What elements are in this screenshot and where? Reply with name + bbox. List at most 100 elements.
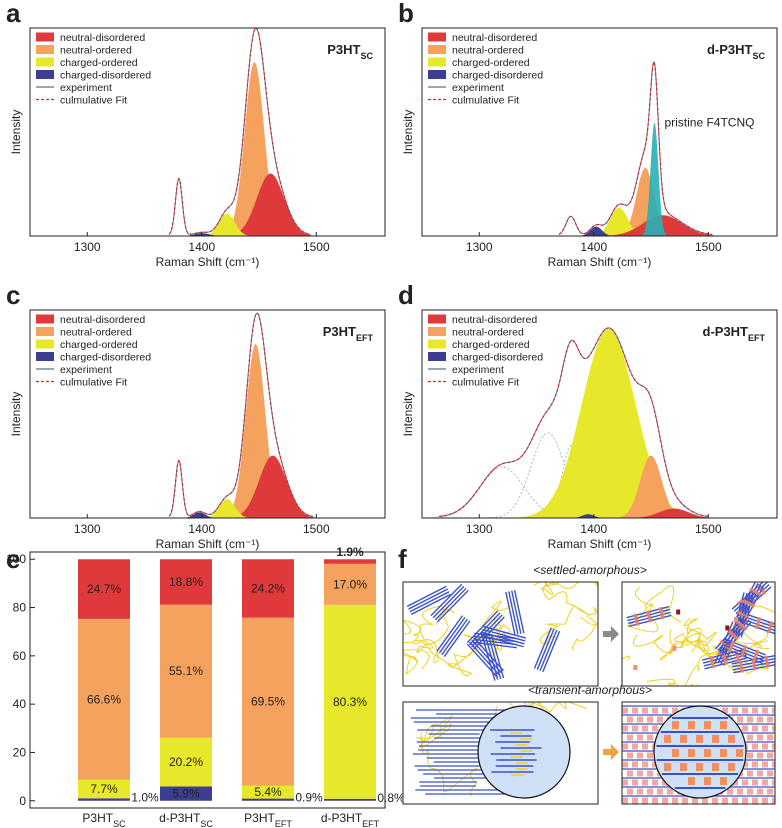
legend-swatch	[428, 57, 446, 67]
plot-frame	[29, 309, 386, 519]
legend-swatch	[36, 32, 54, 42]
value-label: 5.9%	[172, 787, 200, 801]
y-axis-label: Intensity	[9, 392, 23, 437]
dopant	[688, 777, 695, 785]
panel-letter: d	[398, 280, 414, 310]
polymer-chain	[540, 582, 598, 626]
legend-swatch	[36, 327, 54, 336]
dopant	[742, 761, 748, 768]
dopant	[767, 752, 773, 759]
annotation: pristine F4TCNQ	[664, 116, 754, 130]
dopant	[736, 749, 743, 757]
dopant	[704, 777, 711, 785]
legend-swatch	[428, 352, 446, 361]
dopant	[642, 725, 648, 732]
dopant	[632, 725, 638, 732]
bar-segment	[78, 559, 130, 619]
dopant	[688, 749, 695, 757]
crystal-chain	[488, 636, 502, 680]
dopant	[622, 797, 628, 804]
dopant	[747, 716, 753, 723]
legend-label: charged-disordered	[452, 352, 543, 364]
dopant	[742, 707, 748, 714]
value-label: 24.7%	[87, 582, 121, 596]
bar-segment	[324, 798, 376, 801]
legend-label: neutral-disordered	[60, 32, 145, 44]
dopant	[757, 734, 763, 741]
bar-segment	[160, 604, 212, 738]
value-label: 1.0%	[131, 790, 159, 804]
y-axis-label: Intensity	[401, 110, 415, 155]
crystal-chain	[466, 610, 499, 644]
component-peak	[565, 226, 627, 236]
bar-segment	[242, 617, 294, 786]
dopant	[680, 763, 687, 771]
dopant	[721, 652, 728, 666]
dopant	[752, 743, 758, 750]
dopant	[642, 743, 648, 750]
crystal-chain	[536, 628, 555, 670]
x-tick-label-main: d-P3HT	[321, 811, 363, 825]
bar-segment	[78, 798, 130, 801]
crystal-chain	[513, 589, 525, 634]
legend-swatch	[36, 70, 54, 79]
chart-title-main: P3HT	[323, 324, 356, 339]
x-tick-label: 1300	[74, 240, 101, 254]
crystal-chain	[434, 587, 467, 621]
dopant	[647, 734, 653, 741]
value-label: 66.6%	[87, 692, 121, 706]
dopant	[725, 625, 730, 631]
x-tick-label: P3HTSC	[82, 811, 126, 828]
crystal-chain	[511, 590, 522, 634]
dopant	[709, 656, 716, 669]
dopant	[762, 761, 768, 768]
dopant	[667, 788, 673, 795]
legend-label: charged-disordered	[60, 70, 151, 82]
dopant	[722, 797, 728, 804]
diagram-title: <settled-amorphous>	[533, 563, 646, 577]
bar-segment	[78, 618, 130, 780]
crystal-chain	[469, 641, 500, 676]
dopant	[762, 725, 768, 732]
crystal-chain	[409, 591, 450, 613]
dopant	[672, 721, 679, 729]
dopant	[766, 621, 774, 634]
panel-letter: c	[6, 280, 20, 310]
value-label: 69.5%	[251, 695, 285, 709]
dopant	[692, 797, 698, 804]
dopant	[642, 797, 648, 804]
crystal-chain	[490, 635, 505, 679]
legend-label: charged-disordered	[452, 70, 543, 82]
bar-segment	[160, 559, 212, 605]
component-peak	[573, 207, 665, 236]
crystal-chain	[533, 627, 552, 669]
dopant	[676, 609, 681, 615]
dopant	[762, 779, 768, 786]
zoom	[656, 717, 744, 789]
schematic-frame	[621, 581, 776, 687]
legend-label: charged-disordered	[60, 352, 151, 364]
dopant	[642, 779, 648, 786]
dopant	[704, 749, 711, 757]
annotated-peak	[634, 122, 675, 236]
dopant	[633, 613, 640, 626]
dopant	[737, 716, 743, 723]
dopant	[702, 797, 708, 804]
component-peak	[557, 514, 619, 518]
dopant	[652, 725, 658, 732]
crystal-chain	[443, 620, 471, 657]
dopant	[632, 707, 638, 714]
dopant	[637, 716, 643, 723]
dopant	[762, 707, 768, 714]
dopant	[657, 716, 663, 723]
x-tick-label: 1300	[466, 240, 493, 254]
component-peak	[595, 455, 707, 518]
crystal-chain	[471, 639, 502, 674]
dopant	[732, 707, 738, 714]
bar-segment	[324, 563, 376, 605]
dopant	[736, 610, 749, 619]
plot-frame	[421, 309, 778, 519]
x-axis-label: Raman Shift (cm⁻¹)	[156, 255, 260, 269]
dopant	[772, 743, 775, 750]
y-axis-label: Intensity	[9, 110, 23, 155]
